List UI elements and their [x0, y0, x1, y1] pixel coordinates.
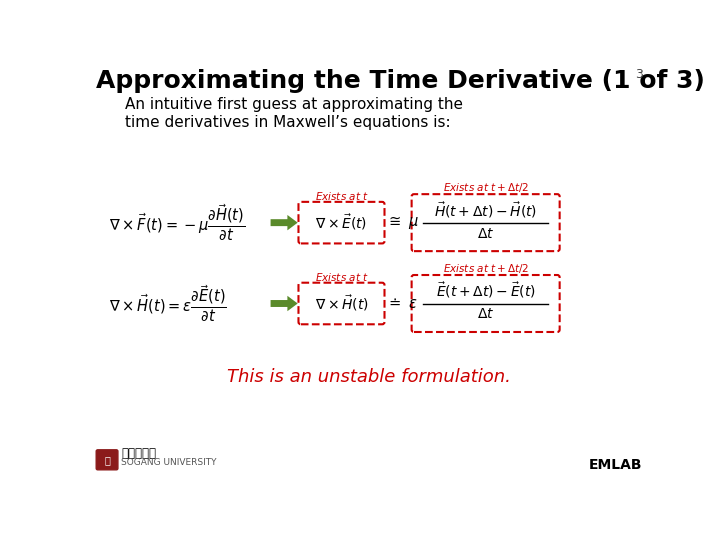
- Text: $\Delta t$: $\Delta t$: [477, 226, 495, 240]
- Polygon shape: [271, 296, 297, 311]
- Text: $\Delta t$: $\Delta t$: [477, 307, 495, 321]
- Polygon shape: [271, 215, 297, 231]
- Text: $\nabla \times \vec{H}(t) = \varepsilon \dfrac{\partial \vec{E}(t)}{\partial t}$: $\nabla \times \vec{H}(t) = \varepsilon …: [109, 284, 227, 323]
- Text: An intuitive first guess at approximating the
time derivatives in Maxwell’s equa: An intuitive first guess at approximatin…: [125, 97, 463, 130]
- FancyBboxPatch shape: [299, 202, 384, 244]
- FancyBboxPatch shape: [412, 275, 559, 332]
- Text: $\cong\ \mu$: $\cong\ \mu$: [386, 214, 420, 231]
- Text: $\nabla \times \vec{F}(t) = -\mu \dfrac{\partial \vec{H}(t)}{\partial t}$: $\nabla \times \vec{F}(t) = -\mu \dfrac{…: [109, 202, 246, 243]
- FancyBboxPatch shape: [96, 450, 118, 470]
- Text: 서강대학교: 서강대학교: [121, 447, 156, 460]
- Text: Approximating the Time Derivative (1 of 3): Approximating the Time Derivative (1 of …: [96, 69, 705, 93]
- FancyBboxPatch shape: [299, 283, 384, 325]
- Text: Exists at $t$: Exists at $t$: [315, 190, 369, 202]
- FancyBboxPatch shape: [412, 194, 559, 251]
- Text: 3: 3: [636, 68, 644, 81]
- Text: SOGANG UNIVERSITY: SOGANG UNIVERSITY: [121, 458, 217, 468]
- Text: 서: 서: [104, 455, 110, 465]
- Text: $\vec{H}\left(t+\Delta t\right) - \vec{H}\left(t\right)$: $\vec{H}\left(t+\Delta t\right) - \vec{H…: [434, 200, 537, 220]
- Text: Exists at $t+\Delta t/2$: Exists at $t+\Delta t/2$: [443, 262, 528, 275]
- Text: Exists at $t+\Delta t/2$: Exists at $t+\Delta t/2$: [443, 181, 528, 194]
- Text: This is an unstable formulation.: This is an unstable formulation.: [227, 368, 511, 386]
- Text: Exists at $t$: Exists at $t$: [315, 271, 369, 283]
- Text: $\doteq\ \varepsilon$: $\doteq\ \varepsilon$: [386, 296, 418, 311]
- Text: $\nabla \times \vec{E}(t)$: $\nabla \times \vec{E}(t)$: [315, 213, 368, 232]
- Text: EMLAB: EMLAB: [588, 458, 642, 472]
- Text: $\nabla \times \vec{H}(t)$: $\nabla \times \vec{H}(t)$: [315, 294, 369, 313]
- Text: $\vec{E}\left(t+\Delta t\right) - \vec{E}\left(t\right)$: $\vec{E}\left(t+\Delta t\right) - \vec{E…: [436, 281, 536, 300]
